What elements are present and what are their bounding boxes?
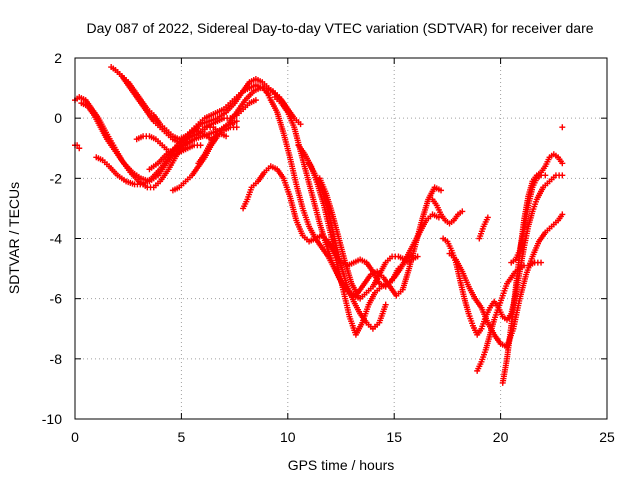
data-point [484, 214, 491, 221]
chart-title: Day 087 of 2022, Sidereal Day-to-day VTE… [86, 20, 593, 36]
y-tick-label: -10 [42, 411, 62, 427]
data-point [76, 145, 83, 152]
data-point [252, 97, 259, 104]
data-point [559, 160, 566, 167]
x-tick-label: 10 [280, 429, 296, 445]
x-axis-label: GPS time / hours [288, 457, 395, 473]
y-tick-label: -4 [50, 231, 63, 247]
x-tick-label: 25 [599, 429, 615, 445]
x-tick-label: 15 [386, 429, 402, 445]
y-tick-label: -2 [50, 170, 63, 186]
data-point [233, 124, 240, 131]
data-track [112, 67, 272, 143]
y-tick-label: 0 [54, 110, 62, 126]
data-track [72, 142, 83, 152]
data-track [446, 211, 566, 350]
data-track [108, 64, 259, 146]
data-point [435, 214, 442, 221]
data-track [316, 175, 362, 299]
y-tick-label: 2 [54, 50, 62, 66]
x-tick-label: 0 [71, 429, 79, 445]
data-point [223, 133, 230, 140]
data-track [476, 214, 491, 242]
data-point [438, 187, 445, 194]
data-point [559, 124, 566, 131]
data-point [542, 172, 549, 179]
data-point [559, 172, 566, 179]
data-point [297, 121, 304, 128]
data-point [355, 292, 362, 299]
data-points [72, 64, 566, 386]
data-track [429, 196, 466, 227]
y-tick-label: -6 [50, 291, 63, 307]
data-point [559, 211, 566, 218]
x-tick-label: 20 [493, 429, 509, 445]
data-point [197, 142, 204, 149]
data-track [508, 172, 549, 266]
data-track [559, 124, 566, 131]
data-track [240, 163, 421, 290]
y-tick-label: -8 [50, 351, 63, 367]
data-track [146, 124, 230, 173]
data-track [440, 172, 566, 338]
y-axis-label: SDTVAR / TECUs [6, 182, 22, 294]
data-point [233, 118, 240, 125]
data-point [382, 301, 389, 308]
data-point [538, 259, 545, 266]
data-track [195, 118, 240, 167]
x-tick-label: 5 [178, 429, 186, 445]
data-point [414, 253, 421, 260]
data-track [306, 160, 389, 332]
data-point [459, 208, 466, 215]
